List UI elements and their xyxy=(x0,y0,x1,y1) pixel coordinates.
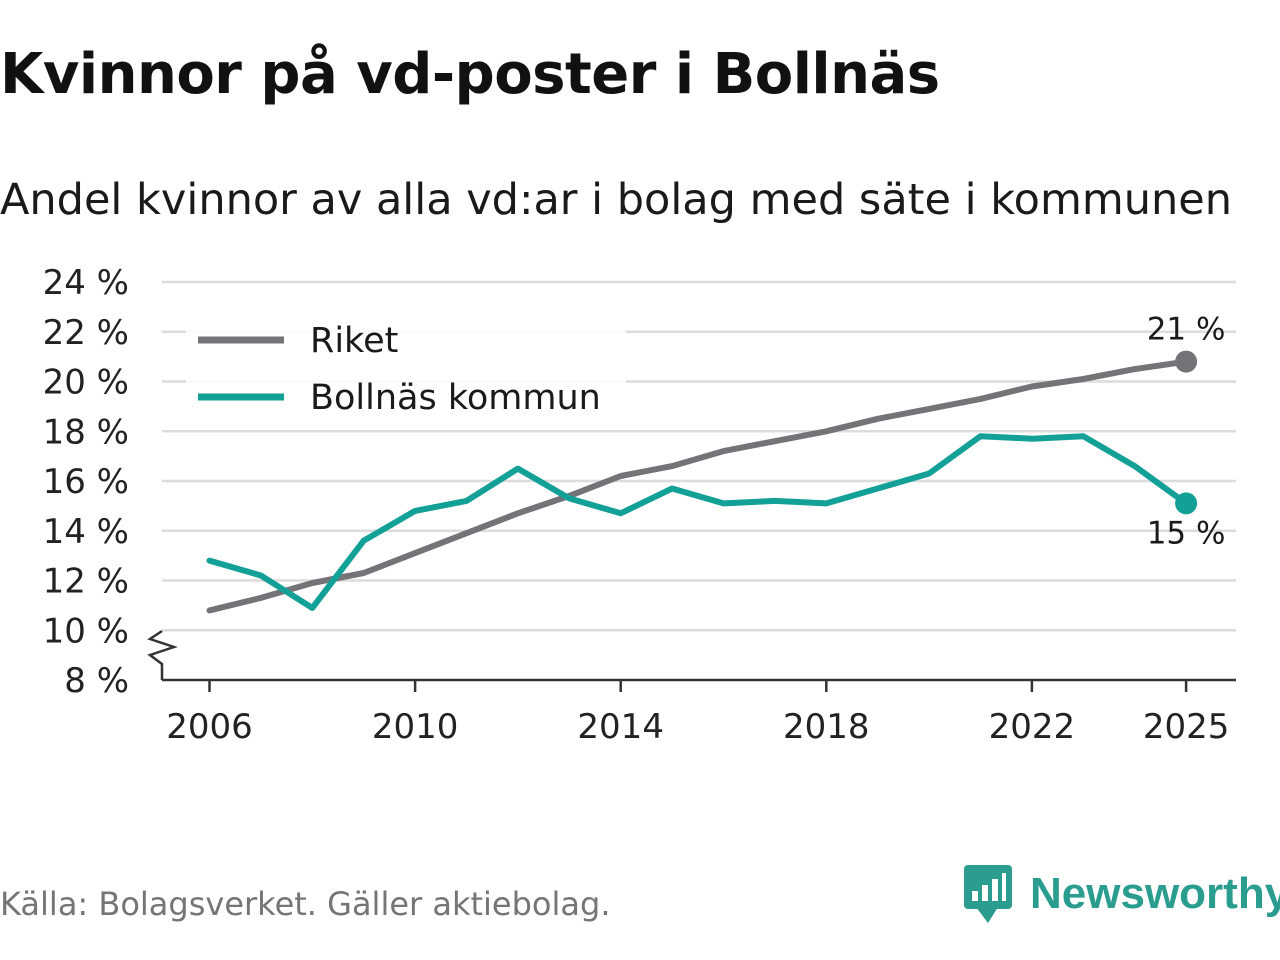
y-tick-label: 18 % xyxy=(43,412,129,452)
chart-subtitle: Andel kvinnor av alla vd:ar i bolag med … xyxy=(0,175,1232,225)
x-tick-label: 2025 xyxy=(1143,707,1230,747)
series-lines xyxy=(206,358,1190,614)
legend-background xyxy=(186,310,626,430)
y-tick-label: 24 % xyxy=(43,263,129,303)
series-line-bollnas xyxy=(206,433,1190,611)
x-tick-label: 2010 xyxy=(372,707,459,747)
y-tick-label: 16 % xyxy=(43,462,129,502)
x-tick-label: 2014 xyxy=(577,707,664,747)
y-tick-label: 8 % xyxy=(64,661,129,701)
end-value-label: 15 % xyxy=(1147,515,1226,551)
chart-title: Kvinnor på vd-poster i Bollnäs xyxy=(0,42,940,107)
legend-label: Bollnäs kommun xyxy=(310,378,601,418)
source-note: Källa: Bolagsverket. Gäller aktiebolag. xyxy=(0,885,611,923)
y-tick-label: 14 % xyxy=(43,512,129,552)
series-line-riket xyxy=(206,358,1190,614)
x-tick-label: 2022 xyxy=(989,707,1076,747)
y-tick-label: 10 % xyxy=(43,611,129,651)
end-marker xyxy=(1175,492,1198,515)
y-axis-tick-labels: 8 % 10 % 12 % 14 % 16 % 18 % 20 % 22 % 24 % xyxy=(43,263,129,701)
brand-name: Newsworthy xyxy=(1030,869,1280,918)
x-axis: 2006 2010 2014 2018 2022 2025 xyxy=(147,629,1236,747)
legend: Riket Bollnäs kommun xyxy=(186,310,626,430)
newsworthy-logo-icon xyxy=(964,865,1012,923)
y-tick-label: 22 % xyxy=(43,313,129,353)
y-tick-label: 12 % xyxy=(43,562,129,602)
y-tick-label: 20 % xyxy=(43,363,129,403)
legend-label: Riket xyxy=(310,321,398,361)
end-value-label: 21 % xyxy=(1147,312,1226,348)
brand-logo: Newsworthy xyxy=(962,862,1280,926)
axis-break-icon xyxy=(147,629,178,680)
x-tick-label: 2018 xyxy=(783,707,870,747)
x-tick-label: 2006 xyxy=(166,707,253,747)
end-marker xyxy=(1175,350,1198,373)
end-markers: 21 % 15 % xyxy=(1147,312,1226,552)
